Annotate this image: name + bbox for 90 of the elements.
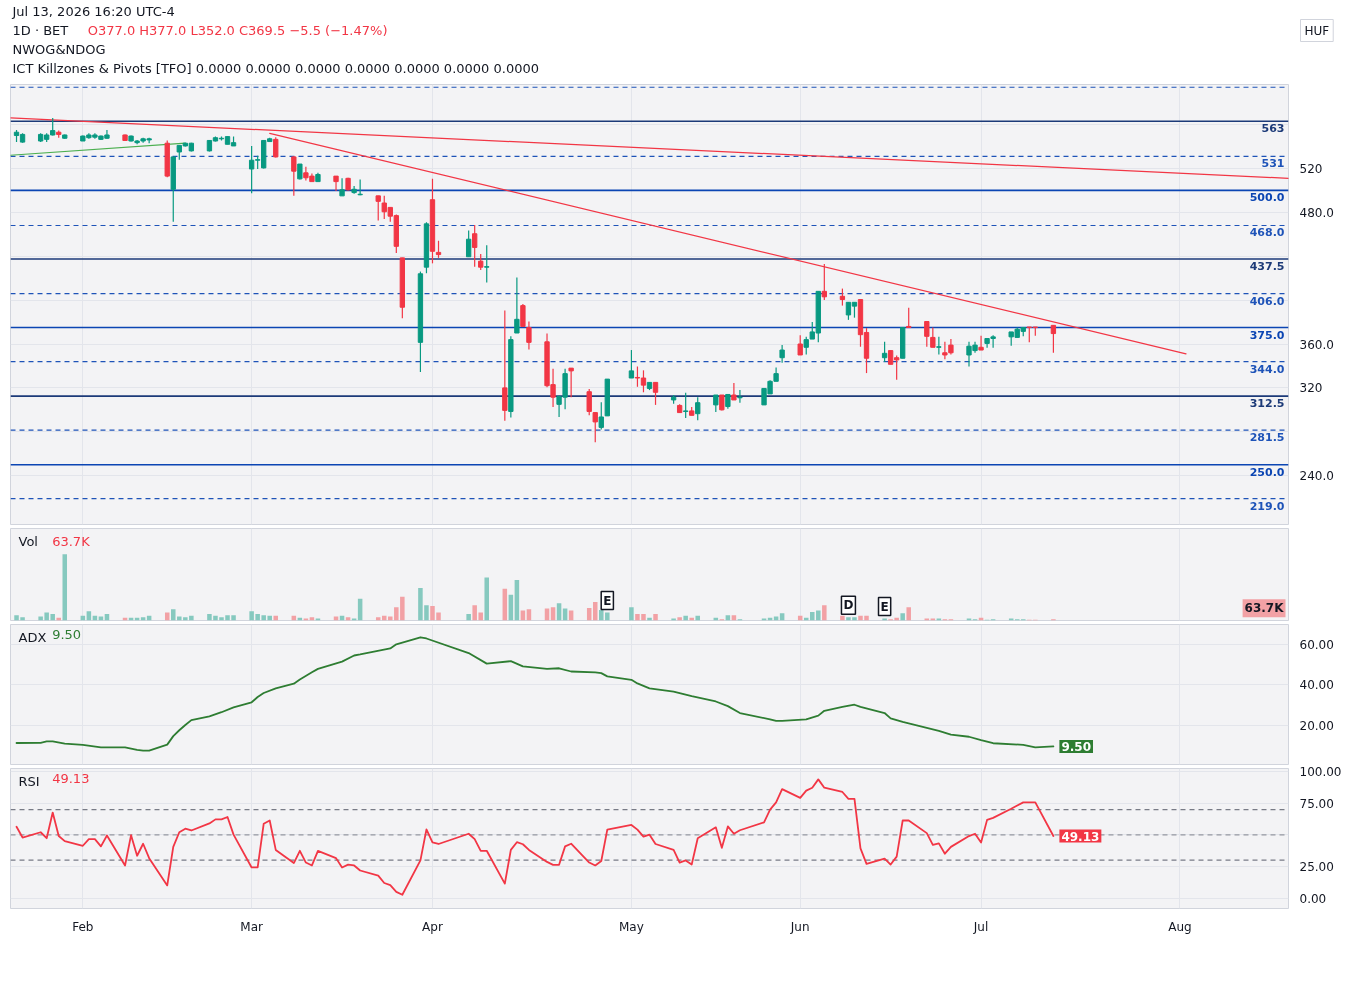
candlestick — [592, 411, 598, 443]
candlestick — [273, 136, 279, 159]
ref-line-label: 468.0 — [1249, 226, 1285, 240]
y-tick-label: 100.00 — [1299, 765, 1342, 780]
candlestick — [797, 334, 803, 356]
bar — [484, 577, 489, 621]
candlestick — [526, 320, 532, 351]
y-tick-label: 360.0 — [1299, 337, 1334, 352]
y-tick-label: 320 — [1299, 381, 1323, 396]
candlestick — [924, 320, 930, 348]
data-label: 9.50 — [1061, 739, 1092, 754]
bar — [677, 617, 682, 621]
candlestick — [936, 336, 942, 356]
bar — [629, 607, 634, 621]
candlestick — [514, 277, 520, 334]
candlestick — [375, 195, 381, 222]
bar — [822, 605, 827, 621]
candlestick — [472, 224, 478, 268]
data-label: 49.13 — [1061, 829, 1100, 844]
x-tick-label: Jun — [789, 919, 810, 934]
candlestick — [333, 175, 339, 192]
text: Jul 13, 2026 16:20 UTC-4 — [11, 4, 175, 19]
y-tick-label: 25.00 — [1299, 859, 1334, 874]
y-tick-label: 480.0 — [1299, 205, 1334, 220]
annotation: E — [880, 599, 889, 614]
text: NWOG&NDOG — [12, 42, 106, 57]
ref-line-label: 312.5 — [1249, 397, 1285, 411]
x-tick-label: Mar — [240, 919, 264, 934]
text: 9.50 — [52, 626, 82, 642]
candlestick — [978, 335, 984, 351]
x-tick-label: Aug — [1168, 919, 1192, 934]
candlestick — [586, 388, 592, 416]
y-tick-label: 20.00 — [1299, 718, 1334, 733]
y-tick-label: 40.00 — [1299, 678, 1334, 693]
y-tick-label: 240.0 — [1299, 469, 1334, 484]
bar — [273, 615, 279, 621]
ref-line-label: 437.5 — [1249, 259, 1285, 273]
candlestick — [683, 392, 689, 419]
x-tick-label: Feb — [72, 919, 94, 934]
candlestick — [930, 326, 936, 348]
candlestick — [339, 177, 345, 197]
x-tick-label: May — [619, 919, 644, 934]
bar — [683, 615, 688, 621]
candlestick — [502, 309, 508, 422]
ref-line-label: 219.0 — [1249, 499, 1285, 513]
candlestick — [465, 229, 472, 258]
bar — [592, 601, 598, 621]
chart-title: 1D · BET — [12, 23, 69, 38]
ref-line-label: 406.0 — [1249, 294, 1285, 308]
bar — [840, 615, 845, 621]
text: 63.7K — [52, 533, 90, 549]
candlestick — [695, 396, 701, 421]
candlestick — [731, 382, 737, 401]
candlestick — [906, 307, 912, 329]
ref-line-label: 250.0 — [1249, 465, 1285, 479]
annotation: 63.7K — [1244, 601, 1285, 616]
bar — [695, 615, 700, 621]
ref-line-label: 531 — [1261, 157, 1285, 171]
chart-subtitle: O377.0 H377.0 L352.0 C369.5 −5.5 (−1.47%) — [87, 23, 388, 38]
chart-title: Vol — [18, 533, 38, 549]
candlestick — [652, 381, 659, 406]
ref-line-label: 281.5 — [1249, 431, 1285, 445]
text: ICT Killzones & Pivots [TFO] 0.0000 0.0000 0.0000 0.0000 0.0000 0.0000 0.0000 — [12, 61, 539, 76]
chart-title: ADX — [18, 629, 47, 645]
bar — [653, 613, 658, 621]
x-tick-label: Apr — [422, 919, 443, 934]
text: 49.13 — [52, 770, 90, 786]
candlestick — [291, 155, 297, 197]
candlestick — [568, 367, 574, 398]
y-tick-label: 75.00 — [1299, 796, 1334, 811]
ref-line-label: 500.0 — [1249, 191, 1285, 205]
y-axis-title: HUF — [1304, 23, 1330, 38]
annotation: D — [843, 598, 854, 613]
bar — [466, 613, 471, 621]
y-tick-label: 0.00 — [1299, 891, 1327, 906]
chart-title: RSI — [18, 773, 40, 789]
candlestick — [520, 303, 526, 328]
bar — [62, 554, 68, 621]
candlestick — [1050, 324, 1057, 354]
ref-line-label: 344.0 — [1249, 362, 1285, 376]
y-tick-label: 60.00 — [1299, 637, 1334, 652]
ref-line-label: 563 — [1261, 122, 1285, 136]
annotation: E — [603, 593, 612, 608]
ref-line-label: 375.0 — [1249, 328, 1285, 342]
bar — [900, 613, 905, 621]
bar — [906, 607, 911, 621]
x-tick-label: Jul — [972, 919, 989, 934]
y-tick-label: 520 — [1299, 161, 1323, 176]
candlestick — [628, 349, 635, 379]
candlestick — [484, 244, 490, 284]
